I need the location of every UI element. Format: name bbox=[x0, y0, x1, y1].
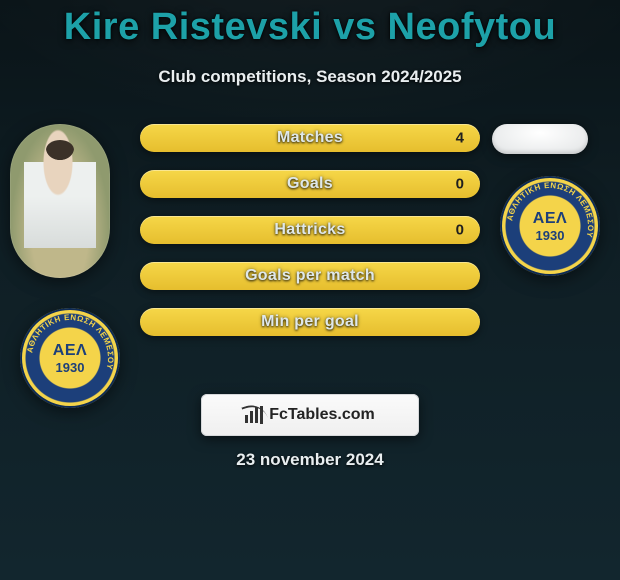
stat-bar: Goals 0 bbox=[140, 170, 480, 198]
player-photo-right-placeholder bbox=[492, 124, 588, 154]
stat-value: 4 bbox=[456, 130, 464, 147]
stat-label: Matches bbox=[277, 129, 343, 147]
stat-label: Hattricks bbox=[274, 221, 345, 239]
brand-logo-icon bbox=[245, 406, 263, 424]
stat-label: Goals bbox=[287, 175, 333, 193]
stat-value: 0 bbox=[456, 176, 464, 193]
svg-text:ΑΘΛΗΤΙΚΗ ΕΝΩΣΗ ΛΕΜΕΣΟΥ: ΑΘΛΗΤΙΚΗ ΕΝΩΣΗ ΛΕΜΕΣΟΥ bbox=[505, 181, 595, 239]
club-badge-right: ΑΘΛΗΤΙΚΗ ΕΝΩΣΗ ΛΕΜΕΣΟΥ ΑΕΛ 1930 bbox=[500, 176, 600, 276]
club-ring-text: ΑΘΛΗΤΙΚΗ ΕΝΩΣΗ ΛΕΜΕΣΟΥ bbox=[505, 181, 595, 239]
content: Kire Ristevski vs Neofytou Club competit… bbox=[0, 0, 620, 87]
subtitle: Club competitions, Season 2024/2025 bbox=[0, 67, 620, 87]
brand-text: FcTables.com bbox=[269, 406, 375, 424]
stat-bar: Matches 4 bbox=[140, 124, 480, 152]
stat-bar: Min per goal bbox=[140, 308, 480, 336]
stat-label: Min per goal bbox=[261, 313, 359, 331]
player-photo-left bbox=[10, 124, 110, 278]
stat-bar: Hattricks 0 bbox=[140, 216, 480, 244]
stat-value: 0 bbox=[456, 222, 464, 239]
club-ring-text: ΑΘΛΗΤΙΚΗ ΕΝΩΣΗ ΛΕΜΕΣΟΥ bbox=[25, 313, 115, 371]
page-title: Kire Ristevski vs Neofytou bbox=[0, 6, 620, 49]
stat-bar: Goals per match bbox=[140, 262, 480, 290]
date: 23 november 2024 bbox=[236, 450, 383, 470]
club-badge-ring-text: ΑΘΛΗΤΙΚΗ ΕΝΩΣΗ ΛΕΜΕΣΟΥ bbox=[500, 176, 600, 276]
stat-bars: Matches 4 Goals 0 Hattricks 0 Goals per … bbox=[140, 124, 480, 354]
club-badge-ring-text: ΑΘΛΗΤΙΚΗ ΕΝΩΣΗ ΛΕΜΕΣΟΥ bbox=[20, 308, 120, 408]
svg-text:ΑΘΛΗΤΙΚΗ ΕΝΩΣΗ ΛΕΜΕΣΟΥ: ΑΘΛΗΤΙΚΗ ΕΝΩΣΗ ΛΕΜΕΣΟΥ bbox=[25, 313, 115, 371]
club-badge-left: ΑΘΛΗΤΙΚΗ ΕΝΩΣΗ ΛΕΜΕΣΟΥ ΑΕΛ 1930 bbox=[20, 308, 120, 408]
comparison-stage: ΑΘΛΗΤΙΚΗ ΕΝΩΣΗ ΛΕΜΕΣΟΥ ΑΕΛ 1930 ΑΘΛΗΤΙΚΗ… bbox=[0, 100, 620, 400]
stat-label: Goals per match bbox=[245, 267, 375, 285]
brand-box: FcTables.com bbox=[201, 394, 419, 436]
